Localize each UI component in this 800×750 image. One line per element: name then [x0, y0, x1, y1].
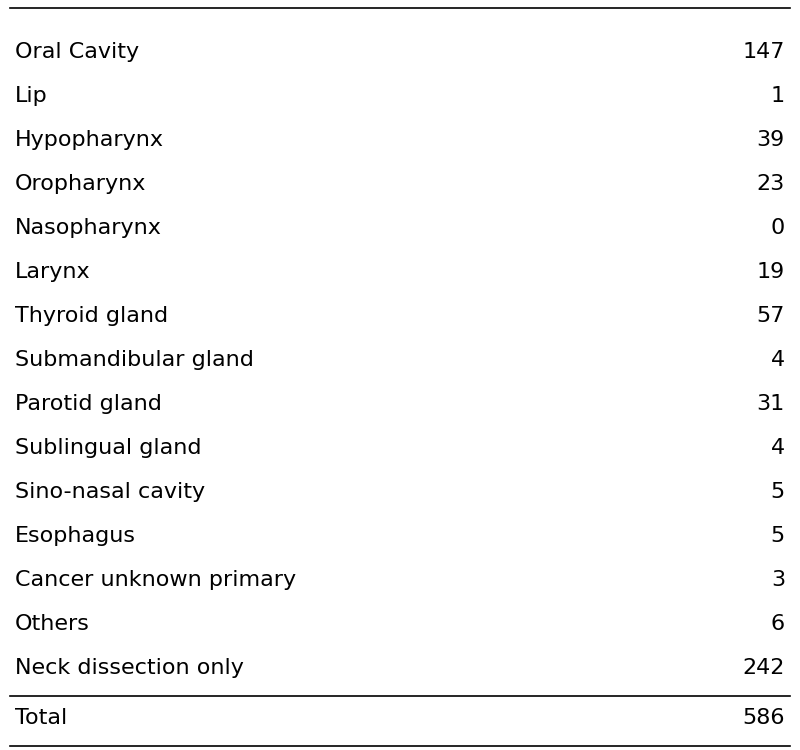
Text: Submandibular gland: Submandibular gland	[15, 350, 254, 370]
Text: Sublingual gland: Sublingual gland	[15, 438, 202, 458]
Text: Thyroid gland: Thyroid gland	[15, 306, 168, 326]
Text: Oral Cavity: Oral Cavity	[15, 42, 139, 62]
Text: 5: 5	[770, 526, 785, 546]
Text: Nasopharynx: Nasopharynx	[15, 218, 162, 238]
Text: 23: 23	[757, 174, 785, 194]
Text: 0: 0	[770, 218, 785, 238]
Text: Neck dissection only: Neck dissection only	[15, 658, 244, 678]
Text: Parotid gland: Parotid gland	[15, 394, 162, 414]
Text: 5: 5	[770, 482, 785, 502]
Text: 19: 19	[757, 262, 785, 282]
Text: Oropharynx: Oropharynx	[15, 174, 146, 194]
Text: 147: 147	[742, 42, 785, 62]
Text: 1: 1	[771, 86, 785, 106]
Text: 242: 242	[742, 658, 785, 678]
Text: Larynx: Larynx	[15, 262, 90, 282]
Text: 4: 4	[771, 438, 785, 458]
Text: Esophagus: Esophagus	[15, 526, 136, 546]
Text: Sino-nasal cavity: Sino-nasal cavity	[15, 482, 205, 502]
Text: Hypopharynx: Hypopharynx	[15, 130, 164, 150]
Text: 6: 6	[771, 614, 785, 634]
Text: 586: 586	[742, 708, 785, 728]
Text: Cancer unknown primary: Cancer unknown primary	[15, 570, 296, 590]
Text: 31: 31	[757, 394, 785, 414]
Text: Total: Total	[15, 708, 67, 728]
Text: 39: 39	[757, 130, 785, 150]
Text: 3: 3	[771, 570, 785, 590]
Text: 4: 4	[771, 350, 785, 370]
Text: 57: 57	[757, 306, 785, 326]
Text: Lip: Lip	[15, 86, 48, 106]
Text: Others: Others	[15, 614, 90, 634]
